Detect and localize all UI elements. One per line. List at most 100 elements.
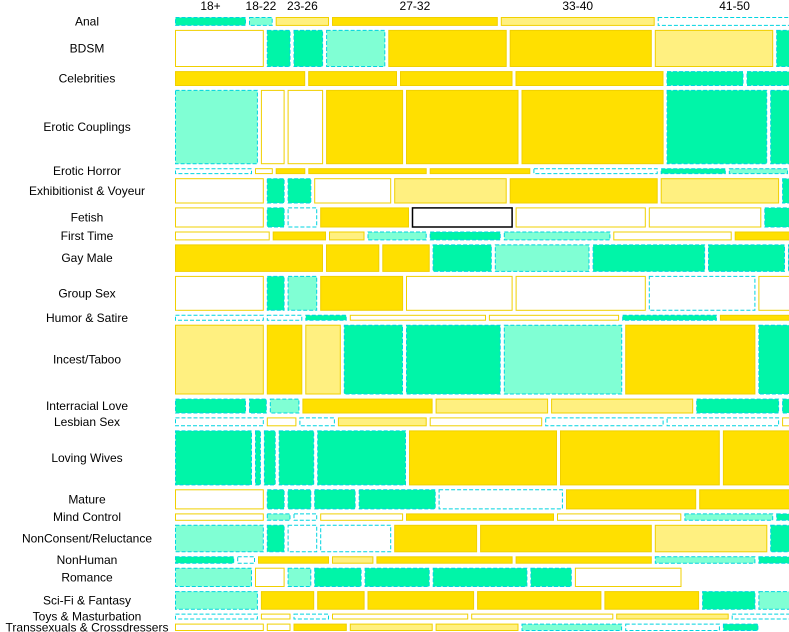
row-label-loving-wives: Loving Wives [51,451,122,465]
cell-nonhuman-33-40 [376,556,513,564]
cell-sci-fi-fantasy-18-22 [260,591,315,610]
cell-sci-fi-fantasy-60 [758,591,789,610]
cell-erotic-horror-41-50 [533,168,658,175]
cell-sci-fi-fantasy-41-50 [604,591,700,610]
mosaic-cells [175,17,789,631]
cell-first-time-18 [175,231,270,241]
cell-erotic-couplings-23-26 [287,89,324,165]
cell-bdsm-60 [776,29,789,67]
cell-nonconsent-reluctance-18 [175,524,264,553]
cell-toys-masturbation-18-22 [260,613,291,620]
cell-mind-control-60 [776,513,789,521]
cell-erotic-couplings-51-60 [666,89,768,165]
cell-nonconsent-reluctance-27-32 [320,524,392,553]
row-label-erotic-couplings: Erotic Couplings [43,120,130,134]
row-label-mind-control: Mind Control [53,510,121,524]
cell-gay-male-33-40 [494,244,590,272]
cell-incest-taboo-51-60 [625,324,756,395]
cell-interracial-love-51-60 [696,398,780,414]
cell-erotic-horror-23-26 [275,168,306,175]
cell-first-time-60 [734,231,789,241]
cell-transsexuals-crossdressers-18 [175,623,264,631]
cell-interracial-love-18 [175,398,246,414]
cell-group-sex-51-60 [648,275,756,311]
cell-humor-satire-23-26 [305,314,347,321]
cell-mind-control-33-40 [406,513,554,521]
cell-gay-male-23-26 [382,244,430,272]
column-label-33-40: 33-40 [562,0,593,13]
cell-loving-wives-41-50 [409,430,557,486]
cell-fetish-23-26 [287,207,318,228]
column-label-23-26: 23-26 [287,0,318,13]
cell-nonhuman-60 [758,556,789,564]
cell-fetish-41-50 [515,207,646,228]
cell-lesbian-sex-60 [782,417,789,427]
cell-erotic-horror-18 [175,168,252,175]
row-label-celebrities: Celebrities [59,72,116,86]
row-label-toys-masturbation: Toys & Masturbation [33,610,142,624]
cell-exhibitionist-voyeur-60 [782,178,789,204]
cell-mature-41-50 [438,489,563,510]
row-label-gay-male: Gay Male [61,251,113,265]
cell-mature-18-22 [266,489,285,510]
cell-transsexuals-crossdressers-60 [722,623,759,631]
cell-celebrities-18 [175,71,306,86]
cell-humor-satire-33-40 [488,314,620,321]
cell-erotic-couplings-33-40 [406,89,519,165]
cell-gay-male-51-60 [708,244,785,272]
cell-group-sex-27-32 [320,275,404,311]
cell-nonconsent-reluctance-51-60 [654,524,768,553]
cell-first-time-23-26 [329,231,365,241]
cell-transsexuals-crossdressers-18-22 [266,623,291,631]
cell-bdsm-41-50 [509,29,652,67]
cell-celebrities-23-26 [400,71,513,86]
cell-group-sex-41-50 [515,275,646,311]
cell-fetish-18-22 [266,207,285,228]
cell-fetish-33-40 [411,207,513,228]
cell-first-time-51-60 [613,231,732,241]
cell-group-sex-18 [175,275,264,311]
row-label-romance: Romance [61,570,113,584]
cell-mind-control-41-50 [557,513,682,521]
cell-interracial-love-27-32 [302,398,433,414]
cell-bdsm-18 [175,29,264,67]
cell-humor-satire-18 [175,314,264,321]
cell-nonhuman-18 [175,556,235,564]
cell-bdsm-23-26 [293,29,324,67]
cell-bdsm-51-60 [654,29,774,67]
row-label-bdsm: BDSM [70,42,105,56]
cell-nonconsent-reluctance-60 [770,524,789,553]
cell-gay-male-18 [175,244,323,272]
cell-erotic-couplings-60 [770,89,789,165]
cell-toys-masturbation-27-32 [332,613,469,620]
cell-celebrities-18-22 [308,71,398,86]
cell-erotic-horror-60 [728,168,788,175]
cell-exhibitionist-voyeur-18-22 [266,178,285,204]
cell-loving-wives-27-32 [278,430,315,486]
cell-exhibitionist-voyeur-51-60 [660,178,780,204]
cell-incest-taboo-27-32 [343,324,403,395]
cell-sci-fi-fantasy-23-26 [317,591,365,610]
row-label-anal: Anal [75,15,99,29]
cell-mind-control-27-32 [320,513,404,521]
cell-romance-41-50 [432,567,528,588]
cell-erotic-horror-51-60 [660,168,726,175]
cell-nonhuman-18-22 [237,556,255,564]
row-label-nonconsent-reluctance: NonConsent/Reluctance [22,532,152,546]
cell-toys-masturbation-41-50 [616,613,729,620]
row-label-mature: Mature [68,492,106,506]
row-label-humor-satire: Humor & Satire [46,311,128,325]
cell-loving-wives-23-26 [263,430,276,486]
cell-humor-satire-18-22 [266,314,303,321]
cell-humor-satire-51-60 [719,314,789,321]
cell-anal-27-32 [332,17,498,26]
cell-lesbian-sex-23-26 [299,417,335,427]
cell-humor-satire-41-50 [622,314,717,321]
cell-group-sex-23-26 [287,275,318,311]
cell-incest-taboo-33-40 [406,324,501,395]
cell-interracial-love-33-40 [435,398,549,414]
cell-interracial-love-18-22 [249,398,267,414]
cell-bdsm-33-40 [388,29,507,67]
cell-mature-51-60 [566,489,697,510]
